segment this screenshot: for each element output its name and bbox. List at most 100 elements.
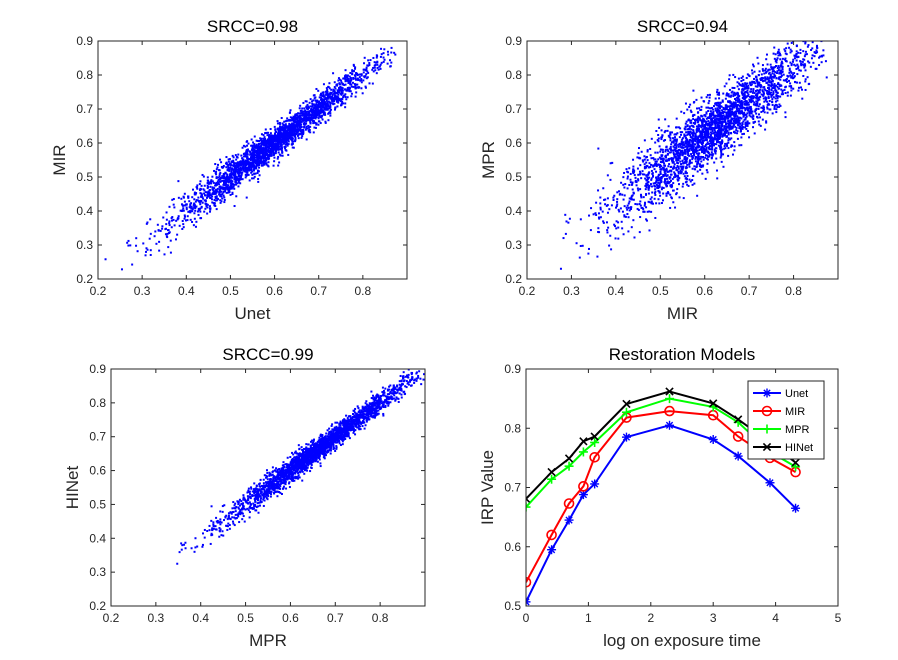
scatter-point (697, 129, 700, 132)
scatter-point (269, 151, 272, 154)
scatter-point (658, 145, 661, 148)
scatter-point (657, 189, 660, 192)
scatter-point (786, 91, 789, 94)
scatter-point (257, 142, 260, 145)
scatter-point (770, 80, 773, 83)
scatter-point (283, 140, 286, 143)
scatter-point (195, 205, 198, 208)
scatter-point (327, 112, 330, 115)
scatter-point (303, 110, 306, 113)
scatter-point (798, 69, 801, 72)
scatter-point (752, 88, 755, 91)
scatter-point (765, 70, 768, 73)
scatter-point (302, 133, 305, 136)
scatter-point (146, 248, 149, 251)
scatter-point (288, 126, 291, 129)
axes-box (97, 40, 408, 280)
scatter-point (695, 98, 698, 101)
scatter-point (687, 142, 690, 145)
scatter-point (357, 86, 360, 89)
scatter-point (629, 207, 632, 210)
scatter-point (717, 130, 720, 133)
scatter-point (337, 93, 340, 96)
scatter-point (202, 188, 205, 191)
scatter-point (280, 141, 283, 144)
scatter-point (646, 210, 649, 213)
scatter-point (667, 159, 670, 162)
scatter-point (218, 188, 221, 191)
scatter-point (274, 134, 277, 137)
scatter-point (265, 163, 268, 166)
scatter-point (319, 122, 322, 125)
scatter-point (614, 225, 617, 228)
scatter-point (277, 144, 280, 147)
scatter-point (324, 102, 327, 105)
scatter-point (676, 188, 679, 191)
scatter-point (788, 79, 791, 82)
scatter-point (597, 189, 600, 192)
scatter-point (292, 146, 295, 149)
scatter-point (274, 143, 277, 146)
scatter-point (226, 186, 229, 189)
scatter-point (681, 153, 684, 156)
scatter-point (229, 166, 232, 169)
scatter-point (358, 76, 361, 79)
scatter-point (742, 78, 745, 81)
scatter-point (771, 66, 774, 69)
scatter-point (215, 199, 218, 202)
scatter-point (812, 61, 815, 64)
scatter-point (268, 145, 271, 148)
scatter-point (233, 171, 236, 174)
scatter-point (667, 165, 670, 168)
scatter-point (308, 128, 311, 131)
scatter-point (707, 106, 710, 109)
scatter-point (307, 124, 310, 127)
scatter-point (695, 152, 698, 155)
scatter-point (308, 130, 311, 133)
scatter-point (277, 141, 280, 144)
scatter-point (762, 77, 765, 80)
scatter-point (315, 110, 318, 113)
scatter-point (279, 127, 282, 130)
scatter-point (673, 171, 676, 174)
scatter-point (272, 154, 275, 157)
scatter-point (222, 194, 225, 197)
scatter-point (763, 111, 766, 114)
scatter-point (773, 66, 776, 69)
scatter-point (255, 150, 258, 153)
scatter-point (670, 165, 673, 168)
scatter-point (314, 117, 317, 120)
scatter-point (713, 142, 716, 145)
scatter-point (767, 87, 770, 90)
scatter-point (708, 96, 711, 99)
scatter-point (605, 221, 608, 224)
scatter-point (279, 142, 282, 145)
scatter-point (726, 135, 729, 138)
scatter-point (333, 108, 336, 111)
scatter-point (824, 60, 827, 63)
scatter-point (745, 127, 748, 130)
scatter-point (275, 134, 278, 137)
scatter-point (314, 104, 317, 107)
scatter-point (297, 133, 300, 136)
scatter-point (279, 141, 282, 144)
scatter-point (232, 185, 235, 188)
scatter-point (725, 108, 728, 111)
scatter-point (218, 183, 221, 186)
scatter-point (283, 120, 286, 123)
scatter-point (305, 105, 308, 108)
scatter-point (706, 127, 709, 130)
scatter-point (363, 56, 366, 59)
scatter-point (734, 98, 737, 101)
scatter-point (775, 108, 778, 111)
scatter-point (350, 85, 353, 88)
scatter-point (679, 153, 682, 156)
scatter-point (251, 154, 254, 157)
scatter-point (186, 215, 189, 218)
scatter-point (305, 107, 308, 110)
scatter-point (643, 210, 646, 213)
scatter-point (645, 206, 648, 209)
scatter-point (295, 133, 298, 136)
scatter-point (290, 128, 293, 131)
scatter-point (746, 86, 749, 89)
